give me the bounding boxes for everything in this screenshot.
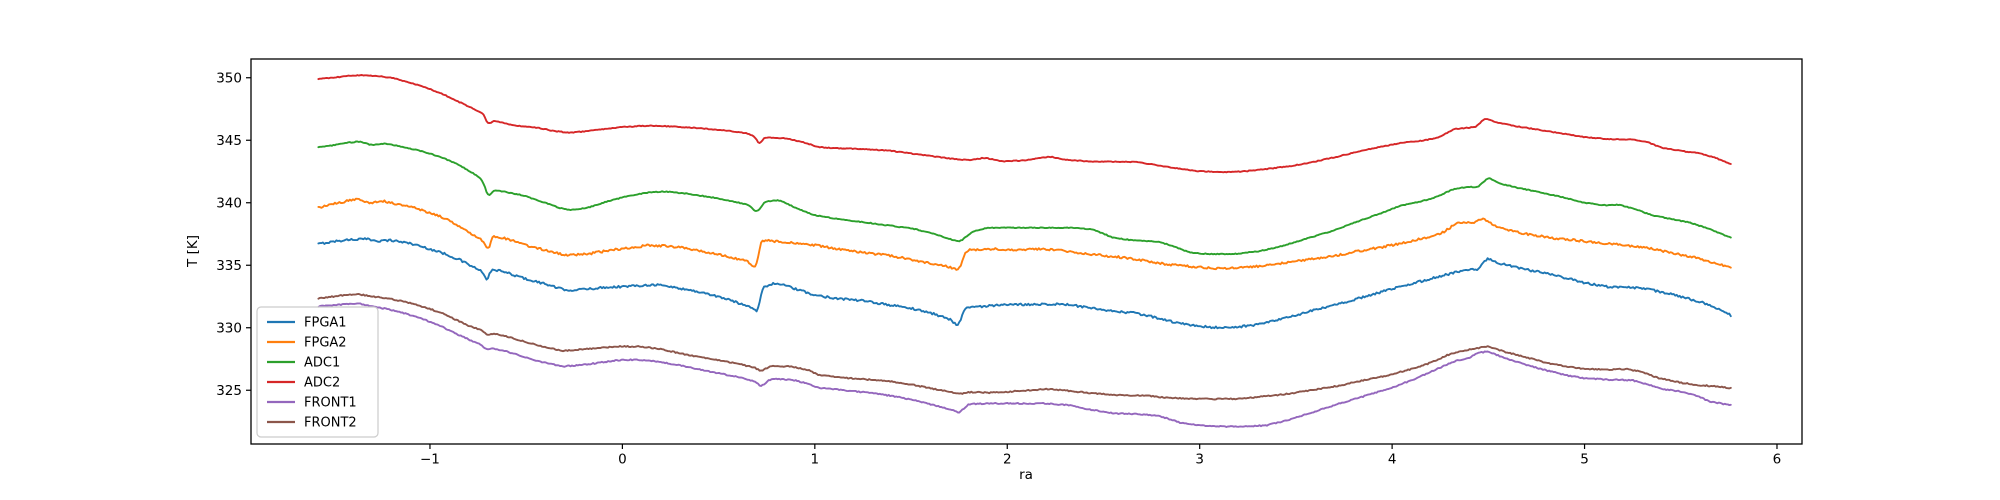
legend-box [256, 306, 379, 438]
x-tick-label: 5 [1580, 452, 1589, 468]
y-tick-label: 335 [216, 258, 242, 274]
y-axis-label: T [K] [185, 235, 201, 267]
x-tick-label: 6 [1773, 452, 1782, 468]
x-tick-label: 0 [618, 452, 627, 468]
y-tick-label: 345 [216, 133, 242, 149]
legend-label-ADC2: ADC2 [304, 376, 340, 391]
x-axis-label: ra [1019, 467, 1033, 483]
x-tick-label: 4 [1388, 452, 1397, 468]
y-tick-label: 330 [216, 320, 242, 336]
series-line-FPGA1 [317, 237, 1732, 330]
y-tick-label: 350 [216, 70, 242, 86]
series-line-ADC1 [317, 140, 1732, 256]
series-line-FRONT1 [317, 302, 1732, 428]
y-tick-label: 325 [216, 383, 242, 399]
legend-label-FPGA1: FPGA1 [304, 316, 347, 331]
series-line-FRONT2 [317, 293, 1732, 401]
x-tick-label: 3 [1195, 452, 1204, 468]
legend-label-ADC1: ADC1 [304, 356, 340, 371]
legend-label-FRONT1: FRONT1 [304, 396, 357, 411]
y-tick-label: 340 [216, 195, 242, 211]
x-tick-label: 2 [1003, 452, 1012, 468]
series-line-ADC2 [317, 74, 1732, 174]
legend-label-FPGA2: FPGA2 [304, 336, 347, 351]
x-tick-label: 1 [811, 452, 820, 468]
plot-border [250, 58, 1803, 445]
legend-label-FRONT2: FRONT2 [304, 416, 357, 431]
x-tick-label: −1 [420, 452, 440, 468]
series-line-FPGA2 [317, 197, 1732, 271]
